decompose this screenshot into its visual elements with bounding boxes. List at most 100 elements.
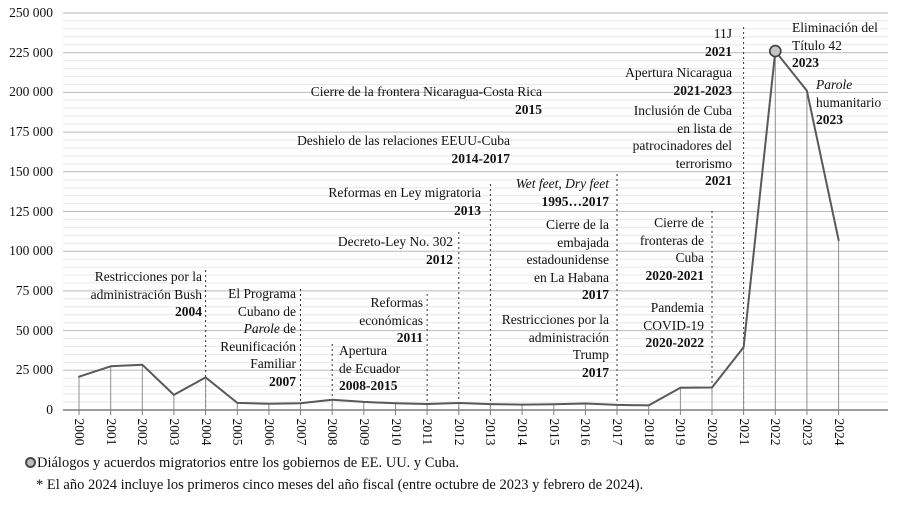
annotation-line: 2014-2017 — [451, 150, 511, 166]
annotation-line: Reunificación — [220, 338, 296, 354]
annotation-line: 1995…2017 — [541, 193, 610, 209]
annotation-line: Apertura — [339, 343, 387, 358]
annotation-line: 2021 — [705, 43, 732, 59]
y-tick-label: 75 000 — [15, 282, 53, 298]
annotation-line: Cierre de la frontera Nicaragua-Costa Ri… — [310, 84, 542, 99]
annotation-line: Pandemia — [650, 300, 704, 315]
annotation-line: Cuba — [675, 250, 705, 265]
annotation-line: 2020-2022 — [645, 335, 705, 350]
annotation-line: Deshielo de las relaciones EEUU-Cuba — [297, 133, 510, 148]
x-tick-label: 2015 — [546, 418, 562, 446]
annotation-line: Reformas — [370, 295, 423, 310]
y-tick-label: 25 000 — [15, 362, 53, 378]
footnote-anio-fiscal: * El año 2024 incluye los primeros cinco… — [36, 477, 643, 494]
annotation-line: 2023 — [792, 55, 819, 70]
annotation-line: 2017 — [582, 287, 609, 302]
annotation-line: 2023 — [816, 112, 843, 127]
annotation-cierre-frontera-nicaragua-costa-rica: Cierre de la frontera Nicaragua-Costa Ri… — [311, 83, 542, 118]
annotation-inclusion-lista-terrorismo: Inclusión de Cuba en lista de patrocinador… — [633, 102, 732, 190]
x-tick-label: 2016 — [578, 418, 594, 446]
x-tick-label: 2004 — [198, 418, 214, 446]
x-tick-label: 2022 — [768, 418, 784, 446]
x-tick-label: 2014 — [515, 418, 531, 446]
y-tick-label: 225 000 — [9, 44, 53, 60]
annotation-line: económicas — [359, 312, 423, 328]
x-tick-label: 2002 — [135, 418, 151, 446]
annotation-programa-cubano-parole: El Programa Cubano de Parole de Reunificaci… — [220, 285, 296, 390]
x-tick-label: 2001 — [103, 418, 119, 446]
x-tick-label: 2017 — [610, 418, 625, 446]
data-line — [78, 50, 840, 407]
annotation-line: en lista de — [677, 120, 732, 136]
annotation-line: 2012 — [426, 251, 453, 267]
footnote-dialogos: Diálogos y acuerdos migratorios entre lo… — [25, 455, 459, 472]
y-tick-label: 150 000 — [9, 163, 53, 179]
x-tick-label: 2012 — [451, 418, 467, 446]
annotation-reformas-ley-migratoria: Reformas en Ley migratoria 2013 — [328, 184, 481, 219]
x-tick-label: 2024 — [831, 418, 847, 446]
annotation-line: Eliminación del — [792, 20, 878, 35]
annotation-decreto-ley-302: Decreto-Ley No. 302 2012 — [338, 233, 453, 268]
annotation-line: Restricciones por la — [501, 312, 609, 327]
annotation-restricciones-bush: Restricciones por la administración Bush 2… — [91, 268, 202, 321]
y-tick-label: 200 000 — [9, 84, 53, 100]
annotation-deshielo-eeuu-cuba: Deshielo de las relaciones EEUU-Cuba 2014… — [297, 132, 510, 167]
x-tick-label: 2023 — [799, 418, 815, 446]
annotation-line: 2020-2021 — [645, 267, 705, 283]
annotation-line: 2008-2015 — [339, 378, 398, 393]
footnote-dialogos-text: Diálogos y acuerdos migratorios entre lo… — [37, 455, 460, 471]
annotation-apertura-ecuador: Apertura de Ecuador 2008-2015 — [339, 342, 400, 395]
x-tick-label: 2008 — [325, 418, 341, 446]
annotation-line: de Ecuador — [339, 360, 401, 376]
annotation-line: Restricciones por la — [94, 269, 202, 284]
annotation-line: 2021 — [705, 173, 732, 188]
dialogos-marker — [768, 44, 782, 58]
annotation-pandemia-covid: Pandemia COVID-19 2020-2022 — [643, 299, 704, 352]
footnote-anio-fiscal-text: * El año 2024 incluye los primeros cinco… — [36, 477, 644, 493]
annotation-line: patrocinadores del — [632, 138, 732, 153]
annotation-line: humanitario — [816, 94, 882, 110]
annotation-line: 2004 — [175, 304, 202, 319]
annotation-cierre-embajada: Cierre de la embajada estadounidense en La … — [527, 216, 609, 304]
annotation-line: Trump — [572, 347, 609, 362]
annotation-line: 2015 — [515, 101, 542, 117]
annotation-line: 11J — [713, 26, 732, 41]
annotation-line: administración — [528, 329, 609, 345]
annotation-line: administración Bush — [90, 286, 202, 302]
annotation-apertura-nicaragua: Apertura Nicaragua 2021-2023 — [625, 64, 732, 99]
x-tick-label: 2003 — [166, 418, 182, 446]
y-tick-label: 125 000 — [9, 203, 53, 219]
annotation-line: Reformas en Ley migratoria — [328, 185, 481, 200]
annotation-line: Título 42 — [792, 37, 842, 53]
annotation-reformas-economicas: Reformas económicas 2011 — [359, 294, 423, 347]
annotation-line: Cierre de la — [546, 217, 609, 232]
annotation-wet-feet-dry-feet: Wet feet, Dry feet 1995…2017 — [516, 175, 609, 210]
x-tick-label: 2020 — [705, 418, 720, 446]
annotation-line: terrorismo — [675, 155, 732, 171]
annotation-line: Cubano de — [237, 303, 296, 319]
annotation-line: Apertura Nicaragua — [625, 65, 732, 80]
annotation-line: 2011 — [396, 330, 423, 345]
annotation-line: COVID-19 — [643, 317, 704, 333]
y-tick-label: 250 000 — [9, 5, 53, 20]
annotation-line: 2013 — [454, 202, 481, 218]
y-tick-label: 0 — [46, 402, 53, 417]
annotation-once-j: 11J 2021 — [705, 25, 732, 60]
x-tick-label: 2005 — [230, 418, 246, 446]
annotation-cierre-fronteras-cuba: Cierre de fronteras de Cuba 2020-2021 — [640, 214, 704, 284]
x-tick-label: 2010 — [388, 418, 404, 446]
x-tick-label: 2009 — [356, 418, 372, 446]
annotation-line: El Programa — [228, 286, 296, 301]
x-tick-label: 2011 — [420, 418, 436, 446]
annotation-line: estadounidense — [526, 252, 609, 267]
annotation-line: Parole — [816, 77, 853, 92]
x-tick-label: 2007 — [293, 418, 309, 446]
x-tick-label: 2013 — [483, 418, 499, 446]
x-tick-label: 2019 — [673, 418, 689, 446]
marker-legend-icon — [25, 457, 36, 468]
x-tick-label: 2006 — [261, 418, 277, 446]
annotation-line: Decreto-Ley No. 302 — [337, 234, 453, 249]
annotation-line: Familiar — [250, 356, 296, 371]
annotation-line: en La Habana — [534, 269, 609, 285]
